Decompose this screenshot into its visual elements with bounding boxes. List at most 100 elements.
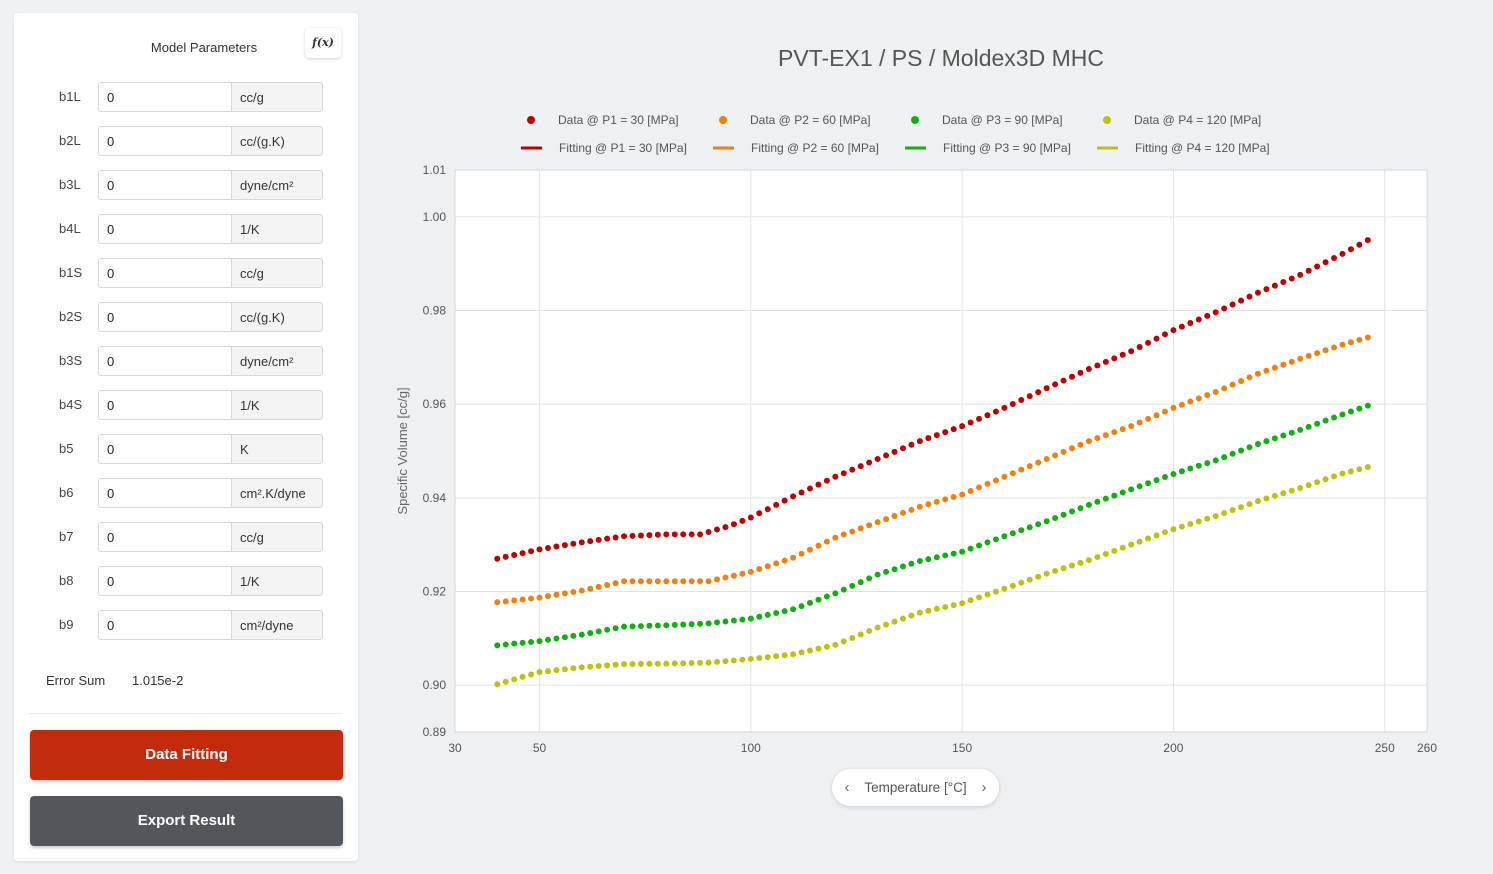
data-point: [705, 528, 712, 535]
param-input-b7[interactable]: [98, 522, 232, 552]
chevron-right-icon[interactable]: ›: [981, 779, 987, 796]
legend-marker: [911, 116, 919, 124]
data-point: [553, 591, 560, 598]
data-point: [1052, 452, 1059, 459]
legend-label: Data @ P4 = 120 [MPa]: [1134, 113, 1261, 127]
data-point: [840, 586, 847, 593]
data-point: [1271, 282, 1278, 289]
data-point: [773, 501, 780, 508]
data-point: [730, 657, 737, 664]
data-point: [553, 667, 560, 674]
data-point: [942, 552, 949, 559]
data-point: [1102, 358, 1109, 365]
data-point: [976, 594, 983, 601]
data-point: [494, 681, 501, 688]
data-point: [688, 621, 695, 628]
param-input-b9[interactable]: [98, 610, 232, 640]
param-input-b1l[interactable]: [98, 82, 232, 112]
data-point: [671, 578, 678, 585]
data-point: [806, 485, 813, 492]
data-point: [1001, 533, 1008, 540]
data-point: [646, 622, 653, 629]
data-point: [511, 597, 518, 604]
y-tick-label: 0.90: [423, 678, 447, 692]
data-point: [840, 531, 847, 538]
param-input-b2s[interactable]: [98, 302, 232, 332]
param-input-b4s[interactable]: [98, 390, 232, 420]
data-point: [1364, 464, 1371, 471]
data-point: [1026, 524, 1033, 531]
data-point: [705, 659, 712, 666]
data-point: [722, 524, 729, 531]
divider: [28, 713, 342, 714]
param-input-b3l[interactable]: [98, 170, 232, 200]
data-point: [604, 581, 611, 588]
param-input-b4l[interactable]: [98, 214, 232, 244]
param-row-b3s: b3S dyne/cm²: [14, 346, 358, 378]
data-point: [637, 578, 644, 585]
data-point: [1347, 246, 1354, 253]
data-point: [950, 493, 957, 500]
data-point: [688, 531, 695, 538]
data-point: [705, 620, 712, 627]
data-point: [823, 477, 830, 484]
data-point: [899, 509, 906, 516]
data-point: [806, 546, 813, 553]
data-point: [832, 590, 839, 597]
data-point: [798, 550, 805, 557]
chevron-left-icon[interactable]: ‹: [844, 779, 850, 796]
data-point: [1094, 498, 1101, 505]
formula-button[interactable]: f(x): [305, 28, 341, 58]
data-point: [891, 448, 898, 455]
data-point: [637, 623, 644, 630]
data-point: [1094, 362, 1101, 369]
data-point: [908, 560, 915, 567]
data-point: [595, 663, 602, 670]
data-point: [1271, 492, 1278, 499]
data-point: [739, 570, 746, 577]
data-point: [1339, 411, 1346, 418]
data-point: [832, 534, 839, 541]
param-unit: cc/g: [232, 82, 323, 112]
data-point: [1001, 473, 1008, 480]
data-point: [908, 612, 915, 619]
data-point: [1364, 334, 1371, 341]
plot-border: [454, 169, 1428, 733]
param-input-b8[interactable]: [98, 566, 232, 596]
data-point: [1322, 476, 1329, 483]
data-point: [916, 609, 923, 616]
param-input-b2l[interactable]: [98, 126, 232, 156]
param-unit: K: [232, 434, 323, 464]
data-point: [519, 596, 526, 603]
param-input-b1s[interactable]: [98, 258, 232, 288]
data-point: [1364, 402, 1371, 409]
data-point: [1339, 341, 1346, 348]
data-point: [1043, 385, 1050, 392]
data-fitting-button[interactable]: Data Fitting: [30, 730, 343, 780]
export-result-button[interactable]: Export Result: [30, 796, 343, 846]
data-point: [697, 620, 704, 627]
data-point: [519, 673, 526, 680]
data-point: [942, 496, 949, 503]
param-label: b1L: [59, 89, 81, 104]
param-input-b5[interactable]: [98, 434, 232, 464]
param-input-b3s[interactable]: [98, 346, 232, 376]
data-point: [1035, 573, 1042, 580]
data-point: [756, 566, 763, 573]
data-point: [1229, 507, 1236, 514]
data-point: [1305, 352, 1312, 359]
data-point: [1314, 420, 1321, 427]
data-point: [1018, 527, 1025, 534]
data-point: [739, 656, 746, 663]
data-point: [1314, 350, 1321, 357]
data-point: [773, 560, 780, 567]
data-point: [883, 516, 890, 523]
data-point: [1238, 504, 1245, 511]
data-point: [781, 608, 788, 615]
data-point: [899, 563, 906, 570]
data-point: [959, 600, 966, 607]
data-point: [1094, 435, 1101, 442]
data-point: [1229, 450, 1236, 457]
data-point: [1204, 515, 1211, 522]
param-input-b6[interactable]: [98, 478, 232, 508]
